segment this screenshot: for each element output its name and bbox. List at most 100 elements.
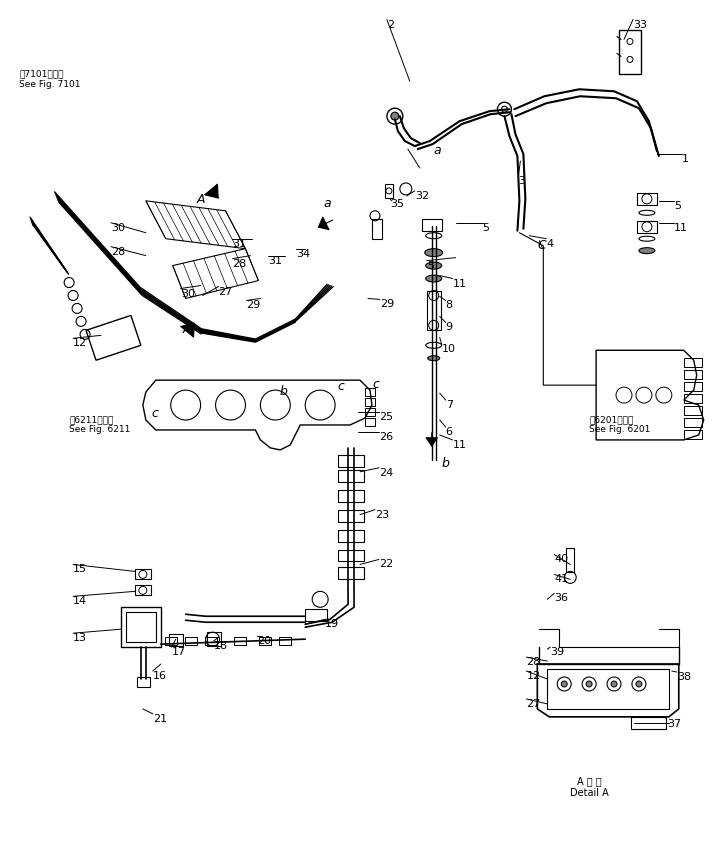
Bar — [235, 637, 246, 645]
Text: 17: 17 — [172, 647, 186, 657]
Text: 20: 20 — [258, 637, 272, 646]
Bar — [169, 634, 182, 646]
Text: 33: 33 — [633, 19, 647, 29]
Circle shape — [400, 183, 412, 195]
Bar — [126, 612, 156, 642]
Text: a: a — [434, 144, 442, 157]
Circle shape — [557, 677, 571, 691]
Text: 29: 29 — [246, 301, 261, 311]
Bar — [338, 509, 364, 521]
Text: 19: 19 — [325, 619, 340, 629]
Bar — [365, 418, 375, 426]
Text: 21: 21 — [153, 714, 167, 724]
Bar — [338, 568, 364, 579]
Text: 14: 14 — [73, 596, 87, 606]
Polygon shape — [143, 380, 372, 450]
Bar — [206, 632, 221, 646]
Text: 第6211図参照
See Fig. 6211: 第6211図参照 See Fig. 6211 — [69, 415, 130, 434]
Text: 7: 7 — [446, 400, 452, 410]
Text: 28: 28 — [111, 247, 125, 257]
Bar — [121, 607, 161, 647]
Polygon shape — [173, 248, 258, 298]
Text: 12: 12 — [526, 671, 541, 681]
Bar — [135, 569, 151, 579]
Bar — [185, 637, 197, 645]
Bar — [279, 637, 291, 645]
Bar — [637, 193, 657, 205]
Bar — [683, 382, 702, 392]
Text: 10: 10 — [442, 344, 455, 354]
Text: 26: 26 — [379, 432, 393, 442]
Text: 11: 11 — [452, 279, 467, 289]
Ellipse shape — [639, 248, 655, 253]
Text: 28: 28 — [526, 657, 541, 667]
Text: 27: 27 — [219, 286, 233, 296]
Text: 11: 11 — [452, 440, 467, 450]
Bar — [165, 637, 177, 645]
Circle shape — [611, 681, 617, 687]
Text: 37: 37 — [667, 719, 681, 729]
Bar — [547, 669, 669, 709]
Text: 27: 27 — [526, 699, 541, 709]
Bar — [426, 290, 441, 330]
Bar — [205, 637, 216, 645]
Bar — [365, 388, 375, 396]
Text: c: c — [373, 378, 379, 392]
Text: C: C — [538, 238, 547, 252]
Text: 11: 11 — [674, 223, 688, 232]
Bar — [566, 547, 574, 573]
Bar — [259, 637, 272, 645]
Text: 22: 22 — [379, 559, 393, 569]
Text: 23: 23 — [375, 509, 389, 520]
Text: 5: 5 — [426, 261, 434, 270]
Bar — [683, 370, 702, 379]
Text: c: c — [151, 407, 159, 420]
Text: 4: 4 — [547, 238, 553, 248]
Bar — [683, 358, 702, 367]
Text: A: A — [196, 193, 205, 206]
Text: 25: 25 — [379, 412, 393, 422]
Text: 31: 31 — [232, 238, 246, 248]
Circle shape — [636, 681, 642, 687]
Text: 1: 1 — [682, 154, 689, 164]
Bar — [683, 418, 702, 427]
Text: 18: 18 — [214, 641, 227, 651]
Text: 31: 31 — [269, 256, 282, 265]
Text: 9: 9 — [446, 322, 452, 333]
Bar — [422, 219, 442, 231]
Bar — [338, 490, 364, 502]
Text: b: b — [442, 457, 450, 470]
Text: c: c — [337, 380, 345, 393]
Bar — [385, 184, 393, 198]
Circle shape — [391, 112, 399, 120]
Bar — [338, 470, 364, 482]
Text: 5: 5 — [674, 201, 681, 210]
Ellipse shape — [426, 262, 442, 269]
Ellipse shape — [426, 275, 442, 282]
Bar — [372, 219, 382, 238]
Text: a: a — [324, 197, 331, 210]
Bar — [365, 398, 375, 406]
Bar — [338, 530, 364, 541]
Circle shape — [582, 677, 596, 691]
Circle shape — [586, 681, 592, 687]
Bar — [306, 610, 327, 621]
Text: A 詳 細
Detail A: A 詳 細 Detail A — [570, 776, 608, 798]
Bar — [365, 408, 375, 416]
Polygon shape — [86, 316, 141, 360]
Circle shape — [561, 681, 567, 687]
Text: 2: 2 — [387, 19, 394, 29]
Circle shape — [497, 102, 511, 116]
Text: 35: 35 — [390, 199, 404, 209]
Text: 36: 36 — [555, 594, 568, 604]
Text: 12: 12 — [73, 338, 87, 349]
Polygon shape — [146, 201, 245, 248]
Text: 30: 30 — [181, 289, 195, 299]
Text: 29: 29 — [380, 300, 394, 310]
Ellipse shape — [428, 356, 439, 360]
Bar — [631, 717, 666, 729]
Text: 24: 24 — [379, 468, 393, 477]
Text: 16: 16 — [153, 671, 167, 681]
Text: 13: 13 — [73, 633, 87, 643]
Text: 41: 41 — [555, 574, 568, 584]
